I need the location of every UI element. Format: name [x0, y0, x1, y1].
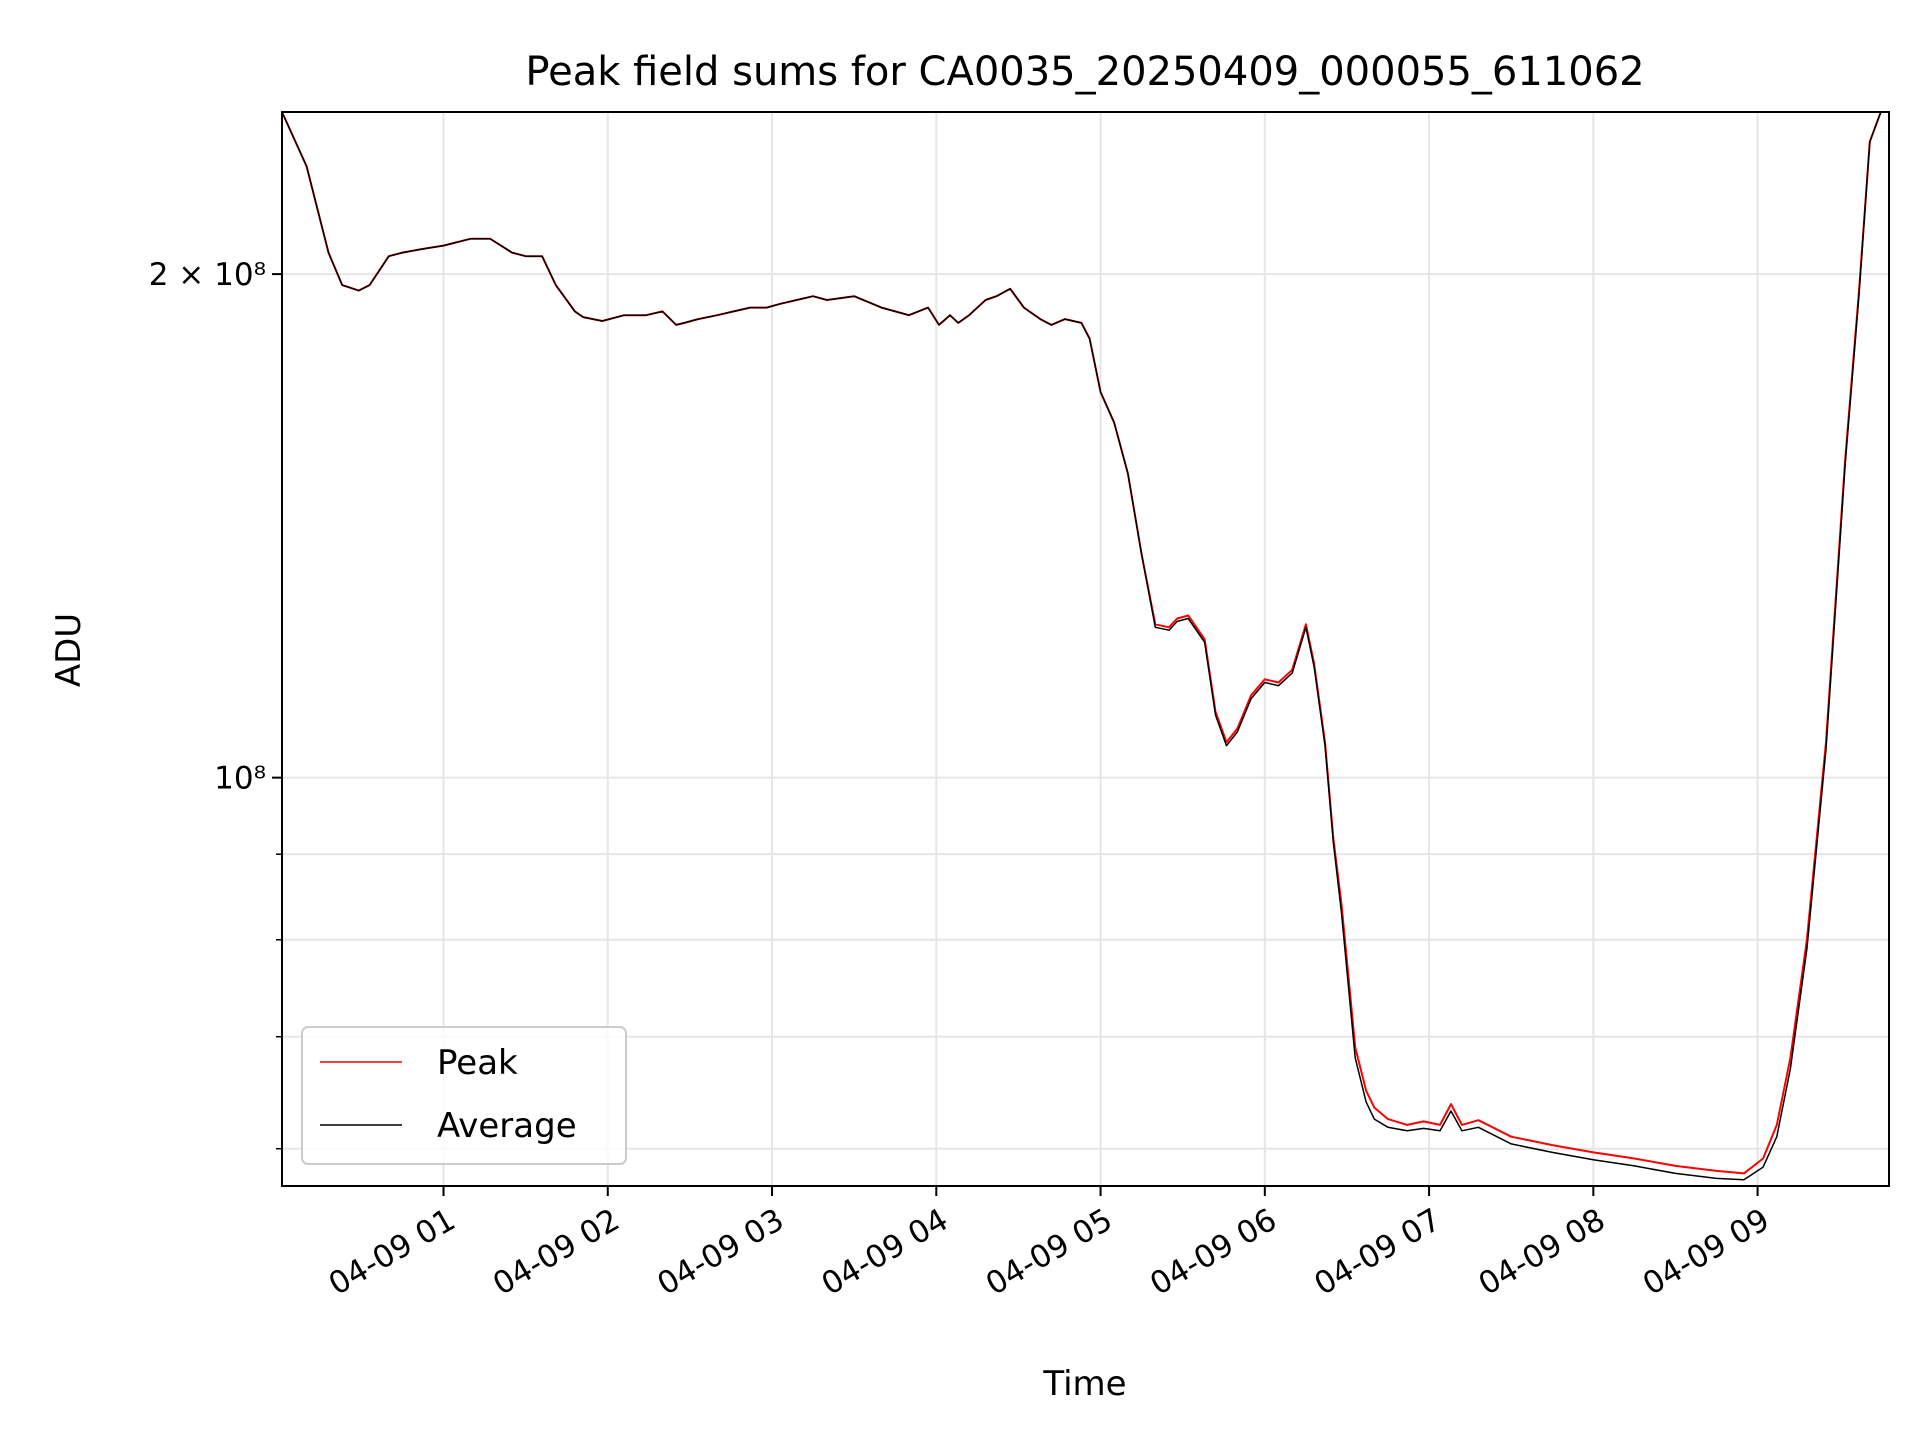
y-tick-label-100000000: 10⁸ [214, 761, 266, 797]
chart-title: Peak field sums for CA0035_20250409_0000… [525, 49, 1644, 95]
legend-label-average: Average [437, 1106, 577, 1146]
x-axis-label: Time [1042, 1364, 1126, 1404]
y-axis-label: ADU [49, 613, 89, 687]
series-line-average [281, 111, 1882, 1181]
plot-frame [281, 111, 1890, 1187]
legend-label-peak: Peak [437, 1043, 518, 1083]
y-tick-label-200000000: 2 × 10⁸ [149, 257, 266, 293]
legend: Peak Average [301, 1026, 627, 1165]
series-layer [281, 111, 1882, 1181]
